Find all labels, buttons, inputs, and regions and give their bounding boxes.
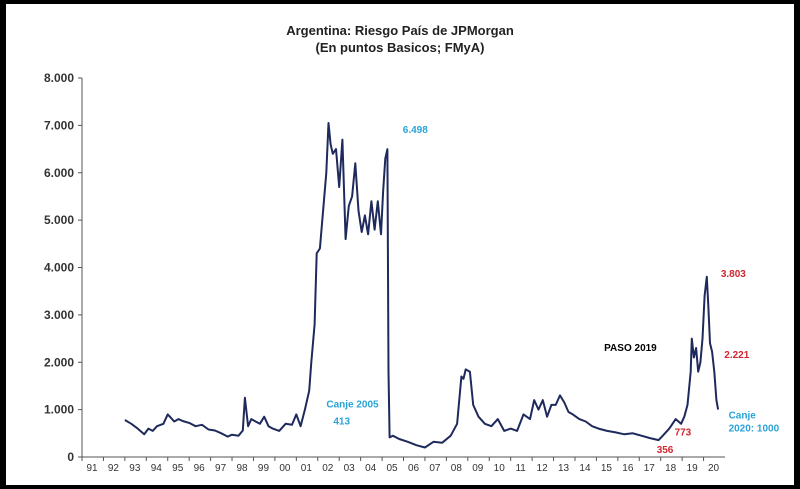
x-axis: 91 92 93 94 95 96 97 98 99 00 01 02 03 04 05 06 07 08 09 10… (81, 456, 725, 474)
x-tick-label: 12 (537, 463, 549, 474)
x-tick-label: 97 (215, 463, 227, 474)
annotation-label: 2020: 1000 (729, 424, 780, 435)
annotation-label: 6.498 (403, 125, 428, 136)
x-tick-label: 20 (708, 463, 720, 474)
x-tick-label: 14 (579, 463, 591, 474)
x-tick-label: 02 (322, 463, 334, 474)
y-tick-label: 3.000 (44, 308, 74, 322)
y-axis: 0 1.000 2.000 3.000 4.000 5.000 6.000 7.000 8.00… (44, 71, 83, 464)
y-tick-label: 0 (67, 450, 74, 464)
y-tick-label: 2.000 (44, 355, 74, 369)
annotation-label: 413 (333, 416, 350, 427)
y-tick-label: 8.000 (44, 71, 74, 85)
x-tick-label: 96 (194, 463, 206, 474)
x-tick-label: 00 (279, 463, 291, 474)
series-line-0 (124, 122, 720, 449)
x-tick-label: 93 (129, 463, 141, 474)
x-tick-label: 07 (429, 463, 441, 474)
x-tick-label: 11 (515, 463, 526, 474)
x-tick-label: 01 (301, 463, 313, 474)
x-tick-label: 13 (558, 463, 570, 474)
series-layer (124, 122, 720, 449)
x-tick-label: 98 (236, 463, 248, 474)
chart-subtitle: (En puntos Basicos; FMyA) (315, 40, 485, 55)
annotation-label: 773 (675, 427, 692, 438)
x-tick-label: 09 (472, 463, 484, 474)
x-tick-label: 17 (644, 463, 656, 474)
annotation-label: 356 (657, 445, 674, 456)
x-tick-label: 94 (151, 463, 163, 474)
x-tick-label: 03 (344, 463, 356, 474)
x-tick-label: 19 (687, 463, 699, 474)
chart-frame (6, 4, 794, 485)
chart-title-block: Argentina: Riesgo País de JPMorgan (En p… (0, 22, 800, 56)
annotation-label: Canje (729, 411, 757, 422)
x-tick-label: 91 (86, 463, 98, 474)
x-tick-label: 16 (622, 463, 634, 474)
annotation-label: Canje 2005 (326, 399, 379, 410)
y-tick-label: 7.000 (44, 118, 74, 132)
annotation-label: 3.803 (721, 269, 746, 280)
x-tick-label: 06 (408, 463, 420, 474)
y-tick-label: 6.000 (44, 166, 74, 180)
x-tick-label: 95 (172, 463, 184, 474)
x-tick-label: 04 (365, 463, 377, 474)
y-tick-label: 4.000 (44, 261, 74, 275)
chart-title: Argentina: Riesgo País de JPMorgan (286, 23, 514, 38)
x-tick-label: 18 (665, 463, 677, 474)
annotation-label: 2.221 (724, 350, 749, 361)
y-tick-label: 1.000 (44, 403, 74, 417)
y-tick-label: 5.000 (44, 213, 74, 227)
x-tick-label: 99 (258, 463, 270, 474)
x-tick-label: 05 (387, 463, 399, 474)
x-tick-label: 15 (601, 463, 613, 474)
annotation-label: PASO 2019 (604, 343, 657, 354)
x-tick-label: 08 (451, 463, 463, 474)
x-tick-label: 10 (494, 463, 506, 474)
x-tick-label: 92 (108, 463, 120, 474)
